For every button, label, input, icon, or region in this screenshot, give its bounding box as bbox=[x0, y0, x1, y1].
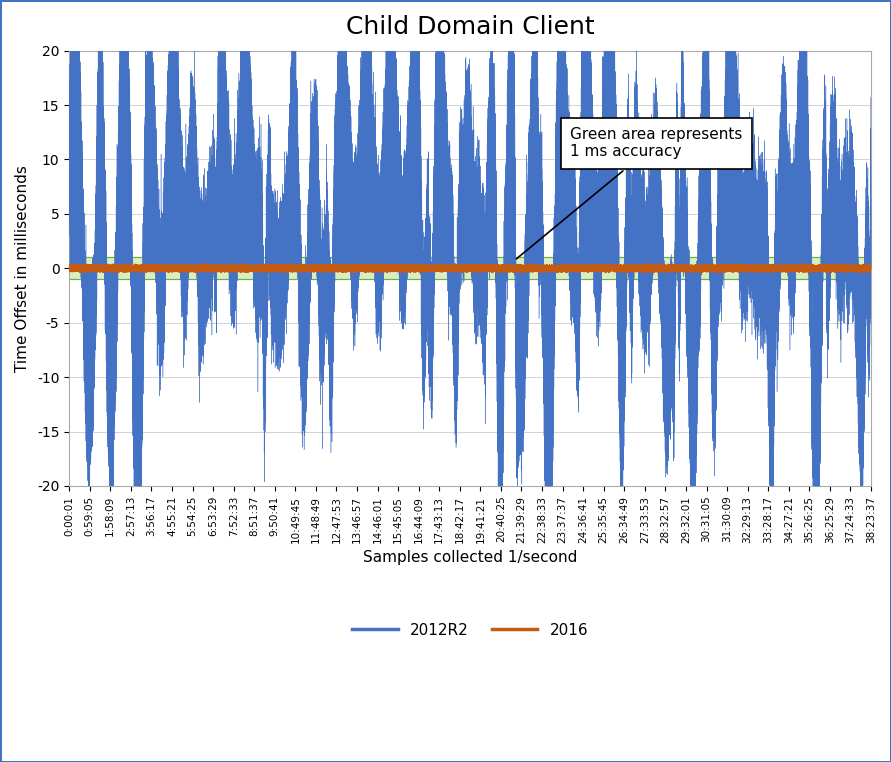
Title: Child Domain Client: Child Domain Client bbox=[346, 15, 594, 39]
Bar bbox=[69, 258, 871, 279]
Text: Green area represents
1 ms accuracy: Green area represents 1 ms accuracy bbox=[516, 127, 743, 259]
Y-axis label: Time Offset in milliseconds: Time Offset in milliseconds bbox=[15, 165, 30, 372]
X-axis label: Samples collected 1/second: Samples collected 1/second bbox=[363, 549, 577, 565]
Legend: 2012R2, 2016: 2012R2, 2016 bbox=[346, 616, 594, 644]
